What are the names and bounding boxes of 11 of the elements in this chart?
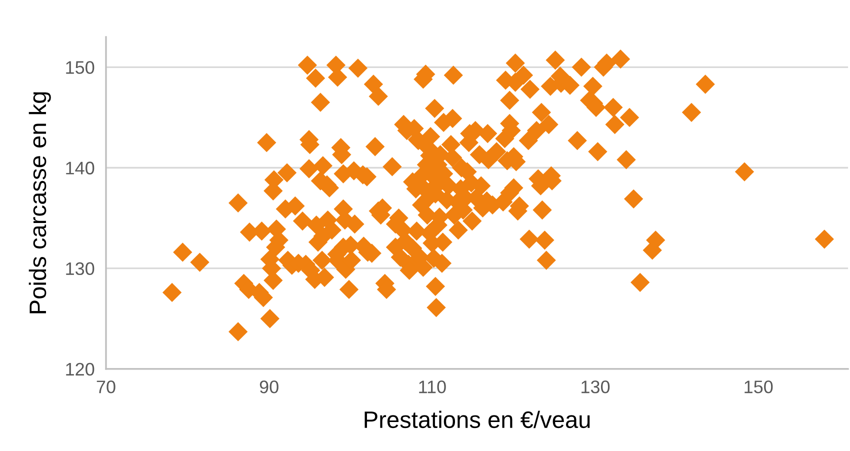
x-tick-label: 70 [96, 380, 116, 394]
y-tick-label: 130 [66, 262, 94, 276]
y-tick-label: 140 [66, 162, 94, 174]
x-tick-label: 90 [260, 380, 278, 394]
y-tick-label: 150 [66, 61, 94, 74]
y-tick-label: 120 [66, 362, 94, 376]
x-tick-label: 110 [419, 380, 446, 394]
x-tick-label: 150 [744, 380, 773, 394]
y-axis-title: Poids carcasse en kg [28, 92, 51, 314]
x-axis-title: Prestations en €/veau [364, 410, 590, 428]
x-tick-label: 130 [582, 380, 610, 394]
